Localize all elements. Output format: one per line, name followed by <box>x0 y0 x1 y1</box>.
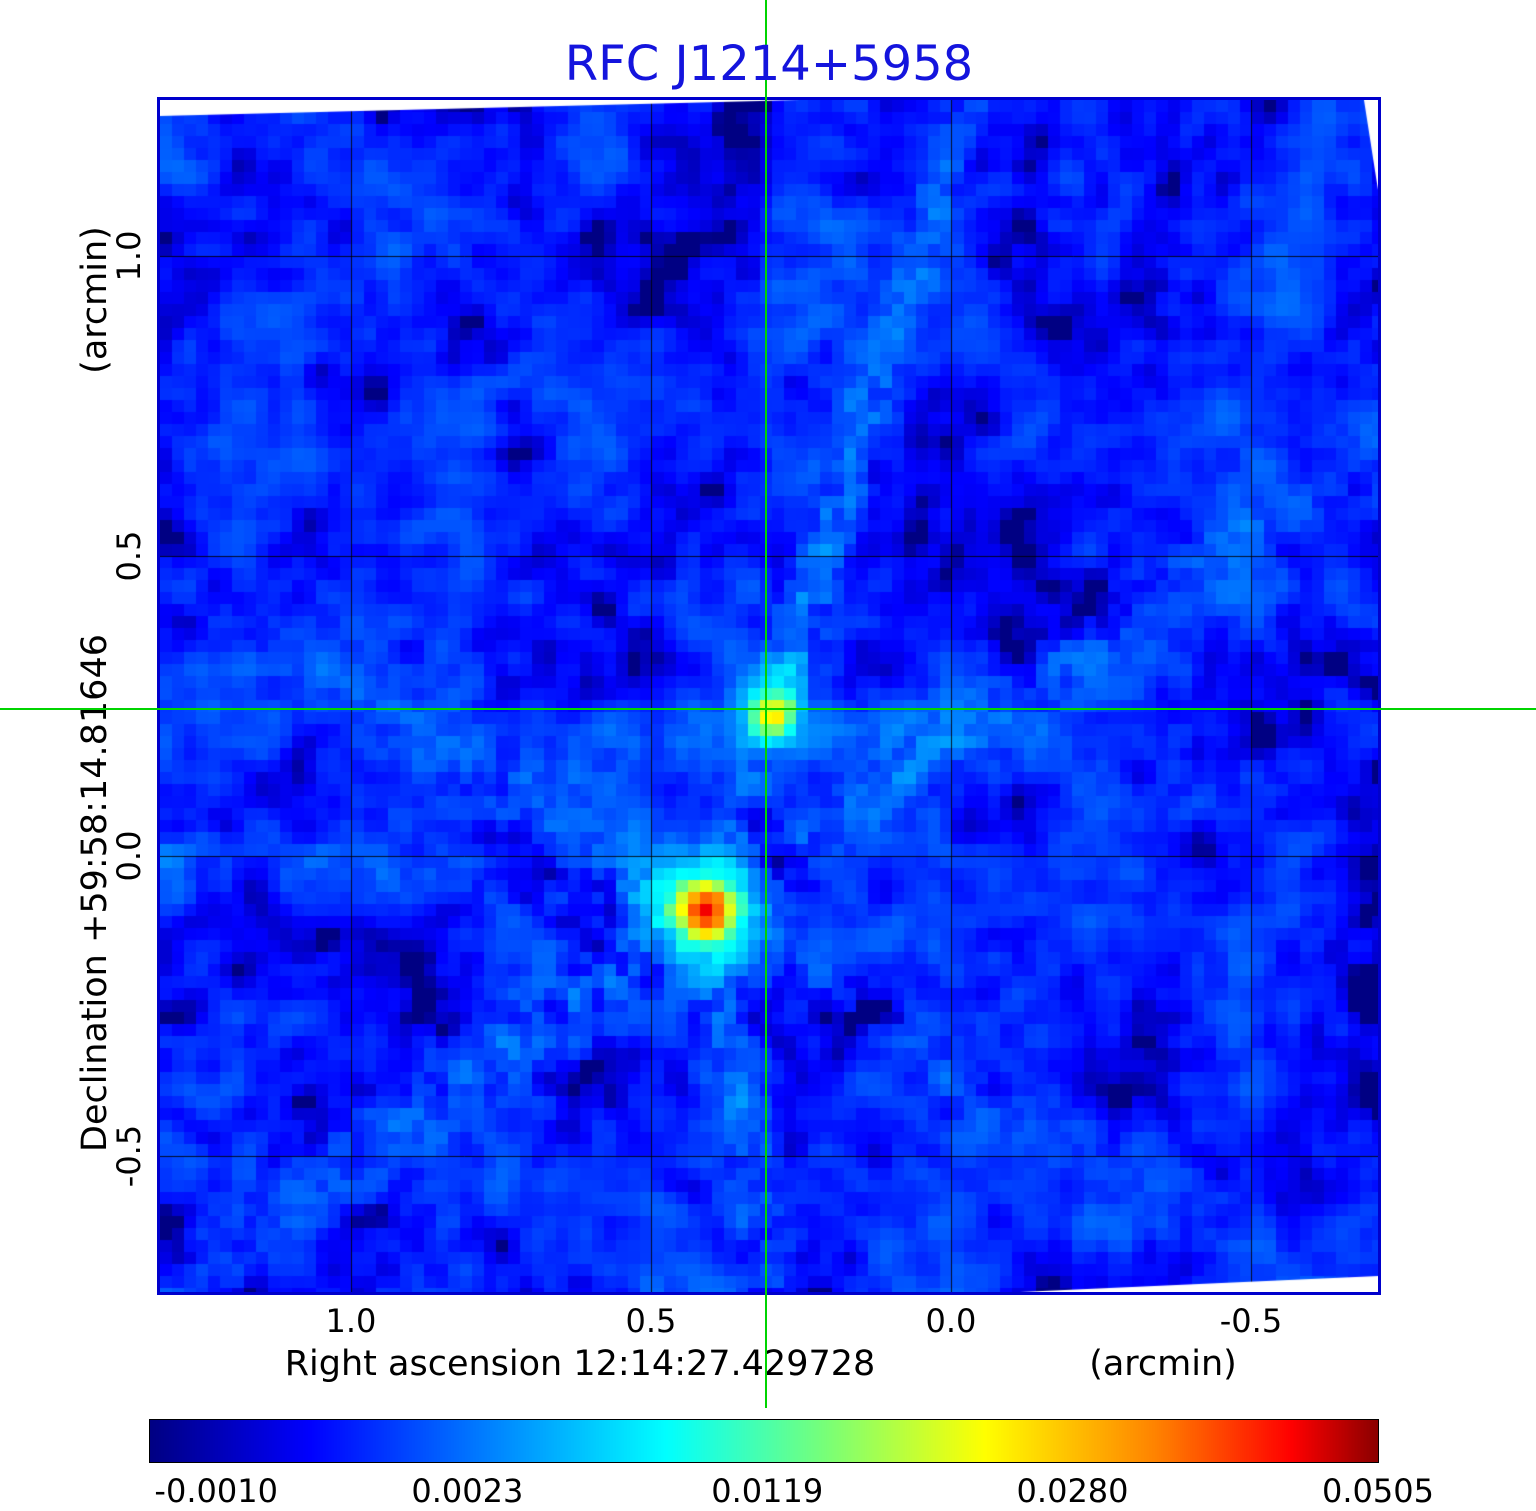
x-axis-unit-label: (arcmin) <box>1089 1344 1237 1384</box>
crosshair-vertical-line <box>765 0 767 1408</box>
y-tick-label-neg0.5: -0.5 <box>110 1124 148 1188</box>
x-tick-label-neg0.5: -0.5 <box>1219 1302 1283 1340</box>
colorbar-tick-label-4: 0.0505 <box>1322 1472 1434 1510</box>
colorbar-tick-label-2: 0.0119 <box>711 1472 824 1510</box>
y-tick-label-1.0: 1.0 <box>110 230 148 282</box>
x-tick-label-1.0: 1.0 <box>325 1302 377 1340</box>
y-axis-unit-label: (arcmin) <box>75 226 115 374</box>
y-tick-label-0.5: 0.5 <box>110 530 148 582</box>
colorbar-tick-label-0: -0.0010 <box>154 1472 278 1510</box>
sky-map-panel <box>157 97 1381 1295</box>
x-tick-label-0.0: 0.0 <box>925 1302 977 1340</box>
figure-title: RFC J1214+5958 <box>564 36 974 92</box>
y-tick-label-0.0: 0.0 <box>110 830 148 882</box>
colorbar-gradient <box>150 1420 1378 1462</box>
x-tick-label-0.5: 0.5 <box>625 1302 677 1340</box>
colorbar <box>149 1419 1379 1463</box>
crosshair-horizontal-line <box>0 707 1536 710</box>
x-axis-label: Right ascension 12:14:27.429728 <box>284 1344 876 1384</box>
y-axis-label: Declination +59:58:14.81646 <box>75 634 115 1152</box>
colorbar-tick-label-1: 0.0023 <box>411 1472 524 1510</box>
radio-intensity-heatmap <box>160 100 1378 1292</box>
colorbar-tick-label-3: 0.0280 <box>1016 1472 1129 1510</box>
